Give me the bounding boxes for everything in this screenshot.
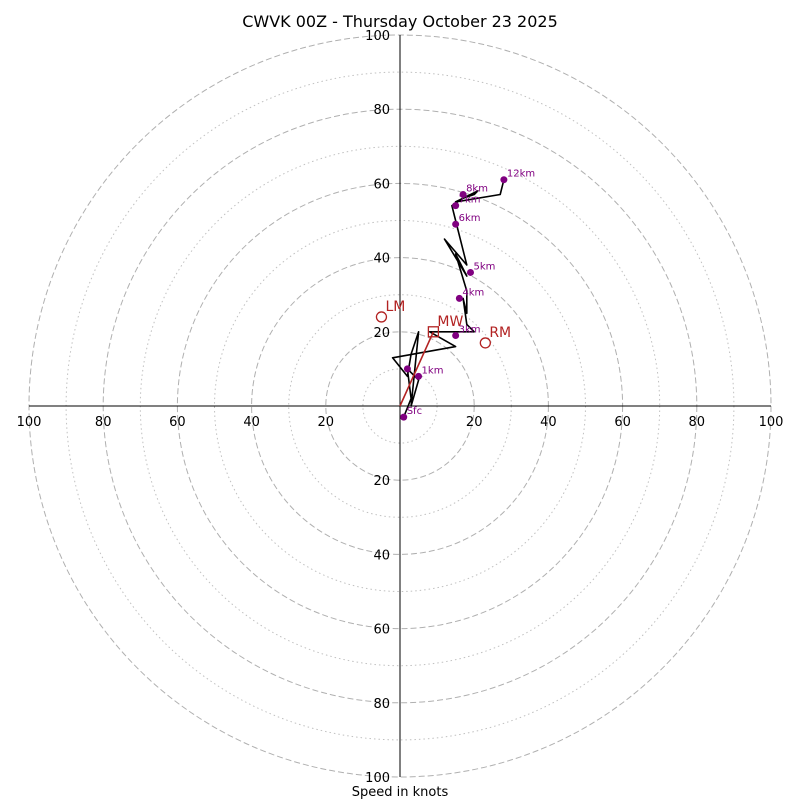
y-tick-label: 20 — [373, 474, 390, 489]
storm-label-lm: LM — [385, 299, 405, 315]
height-label: 8km — [466, 184, 488, 195]
x-tick-label: 40 — [243, 415, 260, 430]
x-tick-label: 20 — [466, 415, 483, 430]
height-label: Sfc — [407, 406, 422, 417]
y-tick-label: 20 — [373, 326, 390, 341]
storm-label-rm: RM — [489, 325, 511, 341]
x-axis-label: Speed in knots — [352, 785, 449, 800]
y-tick-label: 80 — [373, 103, 390, 118]
storm-label-mw: MW — [437, 314, 463, 330]
x-tick-label: 80 — [95, 415, 112, 430]
x-tick-label: 60 — [614, 415, 631, 430]
storm-marker-rm — [479, 337, 491, 349]
height-label: 1km — [422, 365, 444, 376]
height-marker — [415, 372, 423, 380]
height-label: 7km — [459, 195, 481, 206]
height-label: 3km — [459, 325, 481, 336]
height-label: 4km — [462, 287, 484, 298]
height-marker — [452, 332, 460, 340]
storm-motion: LM RM MW — [375, 299, 511, 407]
height-label: 5km — [473, 261, 495, 272]
height-marker — [455, 294, 463, 302]
y-tick-label: 40 — [373, 548, 390, 563]
x-tick-label: 100 — [17, 415, 42, 430]
storm-marker-lm — [375, 311, 388, 323]
mean-wind-vector — [399, 331, 435, 407]
wind-trace — [391, 179, 505, 418]
x-tick-label: 40 — [540, 415, 557, 430]
height-marker — [452, 220, 460, 228]
tick-labels: 100 80 60 40 20 20 40 60 80 100 100 80 60 40 20 20 40 60 8… — [17, 29, 784, 786]
height-marker — [459, 191, 467, 199]
wind-trace-line — [391, 179, 505, 418]
height-marker — [400, 413, 408, 421]
y-tick-label: 40 — [373, 252, 390, 267]
y-tick-label: 80 — [373, 697, 390, 712]
y-tick-label: 100 — [365, 29, 390, 44]
y-tick-label: 100 — [365, 771, 390, 786]
height-marker — [452, 202, 460, 210]
chart-title: CWVK 00Z - Thursday October 23 2025 — [242, 12, 558, 31]
storm-marker-mw — [427, 326, 440, 338]
x-tick-label: 60 — [169, 415, 186, 430]
height-label: 6km — [459, 213, 481, 224]
height-marker — [466, 268, 474, 276]
height-marker — [403, 365, 411, 373]
height-marker — [500, 176, 508, 184]
x-tick-label: 100 — [759, 415, 784, 430]
height-label: 12km — [507, 169, 535, 180]
y-tick-label: 60 — [373, 623, 390, 638]
y-tick-label: 60 — [373, 177, 390, 192]
x-tick-label: 20 — [318, 415, 335, 430]
x-tick-label: 80 — [689, 415, 706, 430]
